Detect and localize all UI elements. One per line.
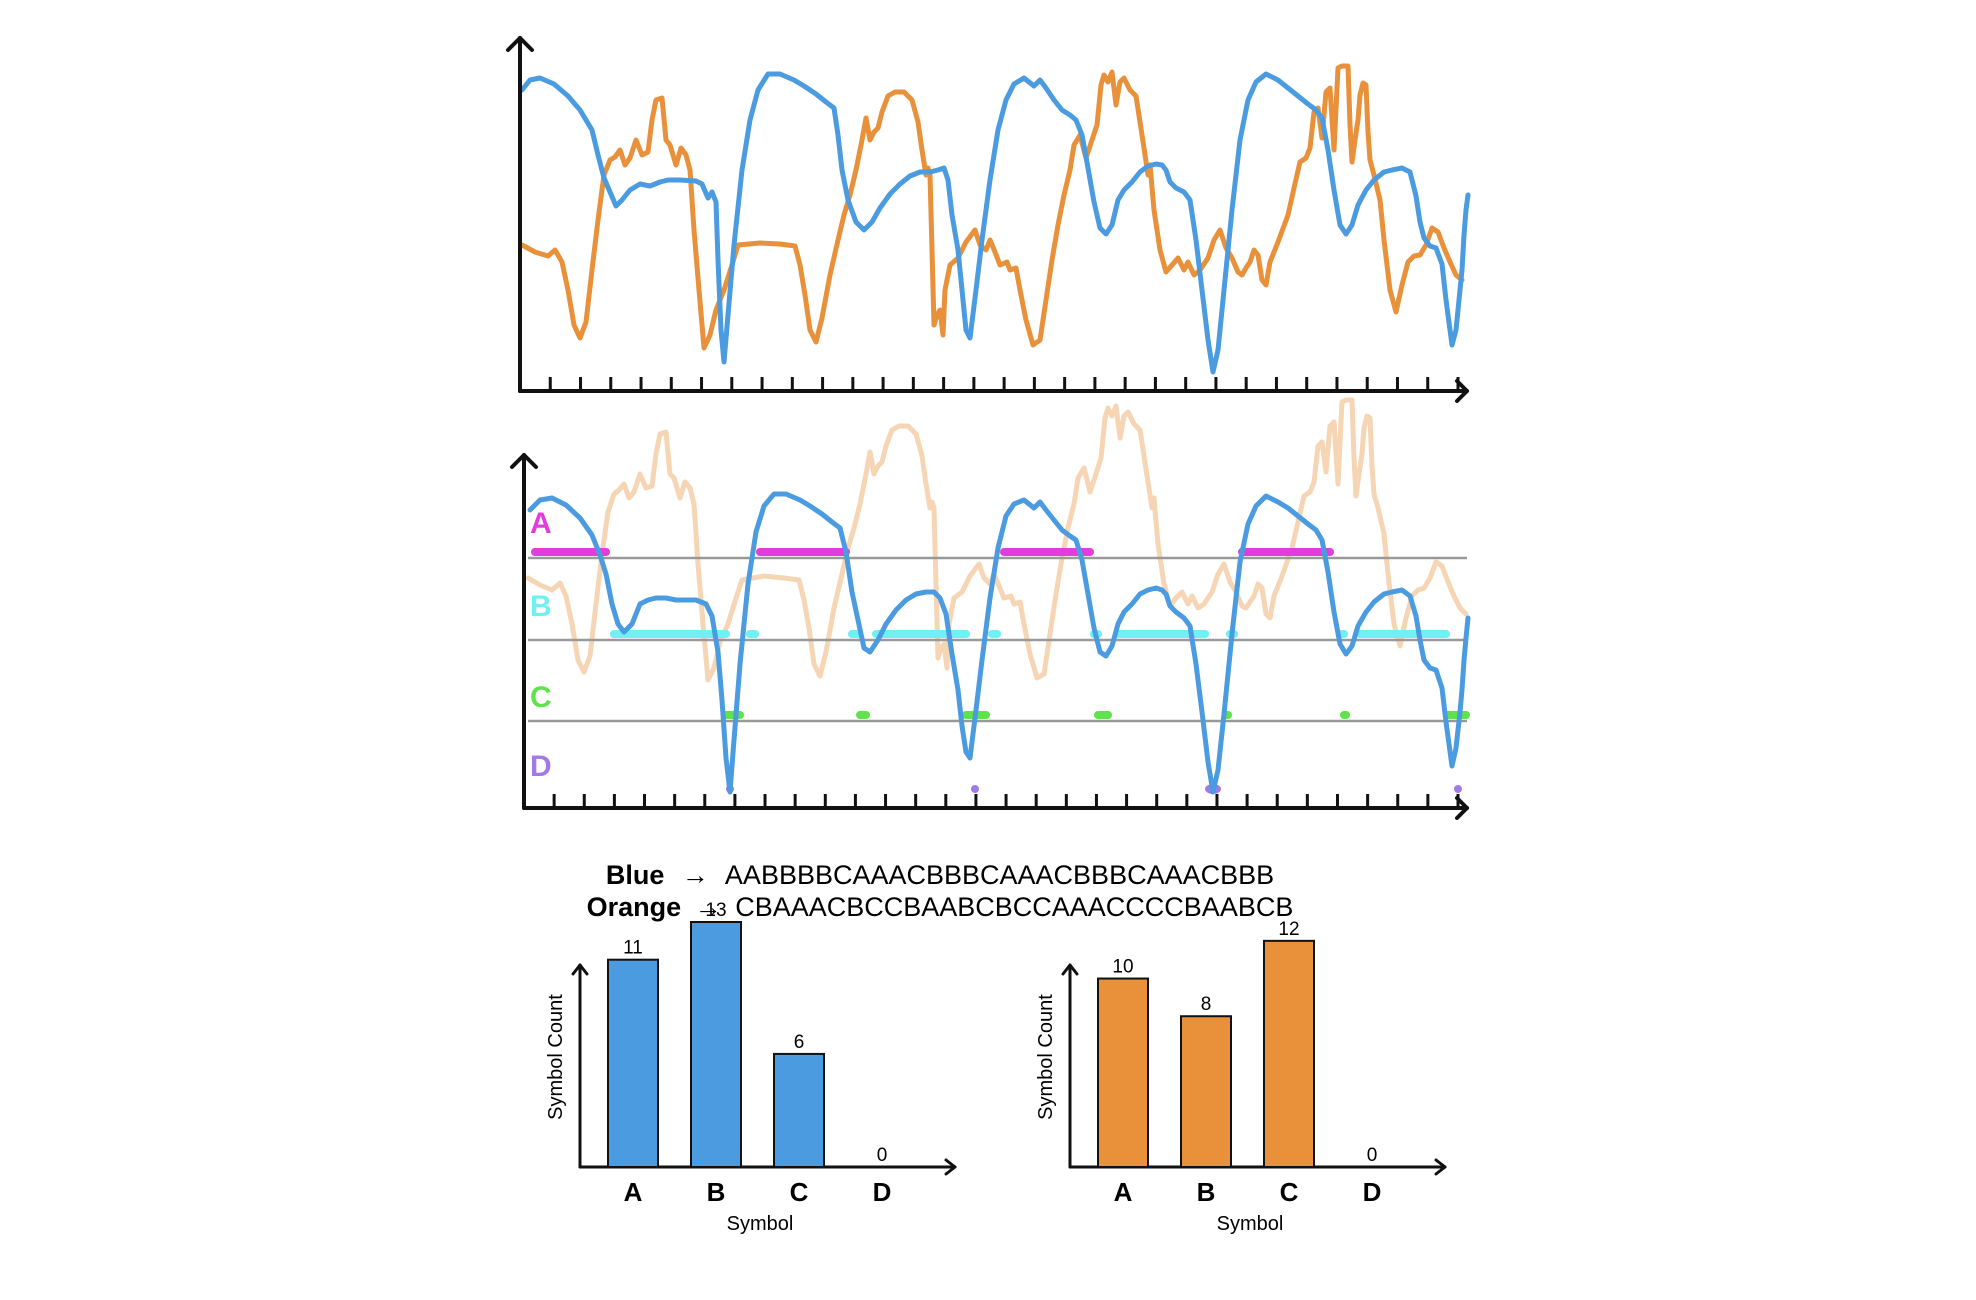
orange-histogram-x-axis-title: Symbol: [1217, 1213, 1284, 1235]
symbol-D-point: [1454, 785, 1462, 793]
orange-histogram-tick-label-D: D: [1363, 1177, 1382, 1207]
orange-histogram-value-label-A: 10: [1112, 957, 1133, 978]
sequence-blue-name: Blue: [606, 860, 665, 890]
blue-histogram-tick-label-D: D: [873, 1177, 892, 1207]
blue-signal-symbolized-line: [527, 491, 1471, 795]
orange-symbol-histogram: 10 A 8 B 12 C 0 D Symbol Symbol Count: [1035, 919, 1447, 1235]
sequence-blue-symbols: AABBBBCAAACBBBCAAACBBBCAAACBBB: [725, 860, 1274, 890]
blue-histogram-tick-label-A: A: [624, 1177, 643, 1207]
blue-histogram-tick-label-C: C: [790, 1177, 809, 1207]
signals-y-arrowhead: [506, 36, 534, 52]
symbol-label-D: D: [530, 750, 552, 783]
orange-histogram-y-arrowhead: [1061, 963, 1079, 976]
blue-histogram-y-arrowhead: [571, 963, 589, 976]
orange-histogram-tick-label-C: C: [1280, 1177, 1299, 1207]
symbol-D-points: [726, 784, 1462, 794]
blue-histogram-x-axis-title: Symbol: [727, 1213, 794, 1235]
blue-histogram-value-label-B: 13: [705, 900, 726, 921]
blue-histogram-tick-label-B: B: [707, 1177, 726, 1207]
sequence-blue-line: Blue → AABBBBCAAACBBBCAAACBBBCAAACBBB: [606, 860, 1274, 890]
orange-histogram-value-label-D: 0: [1367, 1145, 1378, 1166]
symbol-D-point: [971, 785, 979, 793]
orange-histogram-tick-label-A: A: [1114, 1177, 1133, 1207]
orange-histogram-bar-B: [1180, 1015, 1232, 1168]
symbol-row-labels: A B C D: [530, 507, 552, 783]
blue-histogram-value-label-C: 6: [794, 1032, 805, 1053]
blue-symbol-histogram: 11 A 13 B 6 C 0 D Symbol Symbol Count: [545, 900, 957, 1235]
sequence-blue-arrow: →: [682, 860, 709, 890]
symbol-label-A: A: [530, 507, 552, 540]
blue-histogram-value-label-D: 0: [877, 1145, 888, 1166]
sequence-orange-name: Orange: [587, 892, 682, 922]
signals-x-arrowhead: [1455, 379, 1469, 403]
signals-panel: [506, 36, 1471, 403]
sequence-orange-symbols: CBAAACBCCBAABCBCCAAACCCCBAABCB: [735, 892, 1293, 922]
symbol-label-B: B: [530, 590, 552, 623]
symbolization-axes: [510, 453, 1469, 820]
orange-histogram-value-label-B: 8: [1201, 994, 1212, 1015]
symbol-label-C: C: [530, 681, 552, 714]
sequence-orange-arrow: →: [695, 892, 722, 922]
orange-histogram-x-arrowhead: [1434, 1158, 1447, 1176]
orange-signal-faded-line: [525, 397, 1469, 683]
symbolization-x-arrowhead: [1455, 796, 1469, 820]
symbolization-y-arrowhead: [510, 453, 538, 469]
orange-histogram-tick-label-B: B: [1197, 1177, 1216, 1207]
orange-histogram-bar-C: [1263, 939, 1315, 1168]
blue-histogram-bar-B: [690, 921, 742, 1168]
orange-signal-line: [519, 63, 1465, 351]
blue-histogram-value-label-A: 11: [623, 938, 643, 959]
blue-histogram-y-axis-title: Symbol Count: [545, 994, 567, 1120]
orange-histogram-bar-A: [1097, 977, 1149, 1168]
signals-axes: [506, 36, 1469, 403]
orange-histogram-value-label-C: 12: [1278, 919, 1299, 940]
blue-histogram-bar-C: [773, 1052, 825, 1169]
symbolization-panel: A B C D: [510, 397, 1471, 820]
blue-histogram-bar-A: [607, 958, 659, 1169]
blue-signal-line: [519, 71, 1471, 375]
sequence-lines: Blue → AABBBBCAAACBBBCAAACBBBCAAACBBB Or…: [587, 860, 1294, 922]
sequence-orange-line: Orange → CBAAACBCCBAABCBCCAAACCCCBAABCB: [587, 892, 1294, 922]
orange-histogram-y-axis-title: Symbol Count: [1035, 994, 1057, 1120]
symbolization-x-ticks: [552, 794, 1460, 808]
signals-x-ticks: [548, 377, 1460, 391]
blue-histogram-x-arrowhead: [944, 1158, 957, 1176]
